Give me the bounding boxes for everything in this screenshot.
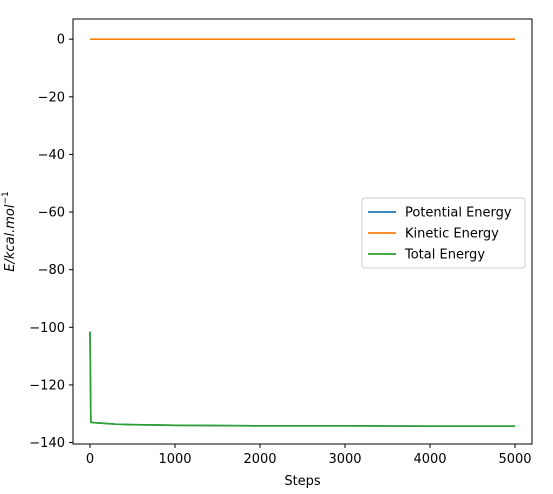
- x-tick-label: 4000: [413, 452, 446, 467]
- y-tick-label: −80: [38, 263, 65, 278]
- y-axis-label-main: E/kcal.mol: [3, 204, 18, 272]
- y-axis-label-superscript: −1: [1, 191, 11, 204]
- legend-label-total-energy: Total Energy: [404, 248, 485, 263]
- legend: Potential Energy Kinetic Energy Total Ener…: [361, 197, 526, 269]
- series-line-total-energy: [89, 331, 515, 427]
- y-tick-label: 0: [57, 33, 65, 48]
- plot-area: 0 1000 2000 3000 4000 5000 0 −20 −40 −60 −80 −100 −…: [29, 18, 533, 467]
- y-tick-label: −120: [29, 378, 65, 393]
- legend-label-potential-energy: Potential Energy: [405, 206, 512, 221]
- x-tick-label: 2000: [243, 452, 276, 467]
- x-axis-label: Steps: [284, 474, 321, 489]
- y-axis-label: E/kcal.mol−1: [1, 191, 18, 272]
- x-tick-label: 0: [86, 452, 94, 467]
- x-tick-label: 1000: [158, 452, 191, 467]
- x-tick-label: 5000: [498, 452, 531, 467]
- y-tick-label: −140: [29, 436, 65, 451]
- y-axis-ticks: 0 −20 −40 −60 −80 −100 −120 −140: [29, 33, 73, 451]
- x-axis-ticks: 0 1000 2000 3000 4000 5000: [86, 444, 532, 467]
- y-tick-label: −60: [38, 206, 65, 221]
- axes-frame: [72, 18, 533, 445]
- y-tick-label: −100: [29, 321, 65, 336]
- legend-label-kinetic-energy: Kinetic Energy: [405, 227, 499, 242]
- series-layer: [89, 38, 515, 427]
- y-tick-label: −40: [38, 148, 65, 163]
- series-line-potential-energy: [89, 331, 515, 427]
- y-tick-label: −20: [38, 90, 65, 105]
- legend-box: [361, 197, 526, 269]
- x-tick-label: 3000: [328, 452, 361, 467]
